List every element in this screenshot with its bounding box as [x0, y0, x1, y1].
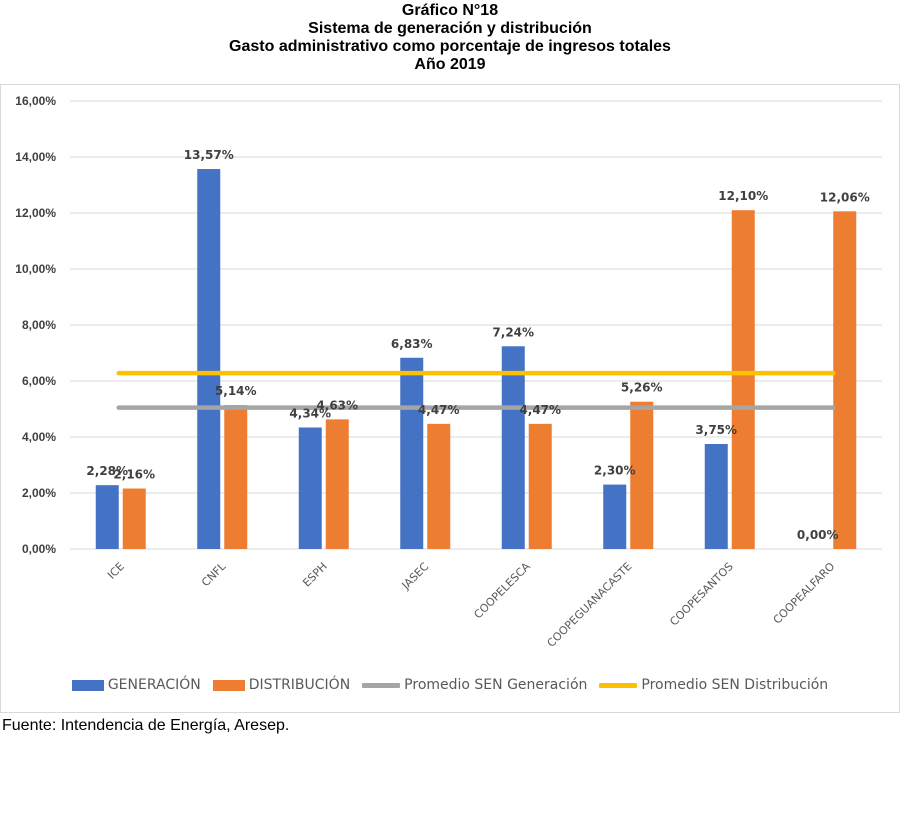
bar-generacion	[298, 427, 322, 549]
data-label-generacion: 0,00%	[797, 528, 839, 542]
data-label-generacion: 6,83%	[391, 337, 433, 351]
chart-title-block: Gráfico N°18 Sistema de generación y dis…	[0, 2, 900, 74]
data-label-distribucion: 5,14%	[215, 384, 257, 398]
data-label-distribucion: 4,47%	[519, 403, 561, 417]
data-label-distribucion: 4,47%	[418, 403, 460, 417]
x-tick-label: COOPEALFARO	[771, 560, 838, 627]
data-label-generacion: 2,30%	[594, 464, 636, 478]
gridlines	[70, 100, 882, 550]
data-label-distribucion: 2,16%	[113, 468, 155, 482]
y-tick-label: 0,00%	[22, 542, 56, 556]
data-label-generacion: 7,24%	[492, 325, 534, 339]
x-tick-label: COOPELESCA	[471, 560, 533, 622]
bar-distribucion	[224, 405, 248, 549]
bar-distribucion	[528, 423, 552, 549]
data-labels: 2,28% 13,57% 4,34% 6,83% 7,24% 2,30% 3,75% 0,00…	[86, 148, 869, 542]
data-label-distribucion: 12,10%	[718, 189, 768, 203]
bar-generacion	[501, 346, 525, 549]
chart-title-line-4: Año 2019	[414, 56, 486, 73]
y-tick-label: 6,00%	[22, 374, 56, 388]
legend-label-promedio-generacion: Promedio SEN Generación	[404, 677, 588, 693]
legend-label-generacion: GENERACIÓN	[107, 677, 201, 693]
legend-item-distribucion: DISTRIBUCIÓN	[212, 677, 351, 693]
bar-generacion	[704, 444, 728, 549]
bar-generacion	[197, 169, 221, 550]
chart-legend: GENERACIÓN DISTRIBUCIÓN Promedio SEN Gen…	[0, 677, 900, 693]
bar-distribucion	[833, 211, 857, 549]
y-tick-label: 8,00%	[22, 318, 56, 332]
data-label-generacion: 2,28%	[86, 464, 128, 478]
chart-title-line-2: Sistema de generación y distribución	[308, 20, 592, 37]
data-label-generacion: 3,75%	[695, 423, 737, 437]
bar-distribucion	[427, 423, 451, 549]
y-tick-label: 2,00%	[22, 486, 56, 500]
bar-generacion	[95, 485, 119, 549]
legend-item-promedio-distribucion: Promedio SEN Distribución	[599, 677, 828, 693]
y-tick-label: 14,00%	[15, 150, 56, 164]
y-axis-ticks: 0,00% 2,00% 4,00% 6,00% 8,00% 10,00% 12,00% 14,…	[15, 94, 56, 556]
legend-item-promedio-generacion: Promedio SEN Generación	[362, 677, 587, 693]
y-tick-label: 10,00%	[15, 262, 56, 276]
bar-generacion	[603, 484, 627, 549]
bar-distribucion	[731, 210, 755, 549]
legend-swatch-distribucion	[212, 679, 245, 691]
bars	[95, 169, 857, 550]
x-tick-label: JASEC	[399, 560, 432, 593]
chart-frame	[0, 84, 900, 713]
legend-swatch-generacion	[71, 679, 104, 691]
y-tick-label: 12,00%	[15, 206, 56, 220]
data-label-generacion: 13,57%	[184, 148, 234, 162]
bar-distribucion	[325, 419, 349, 549]
x-tick-label: COOPEGUANACASTE	[544, 560, 634, 650]
x-tick-label: ICE	[105, 560, 127, 582]
bar-generacion	[400, 357, 424, 549]
data-label-distribucion: 4,63%	[316, 398, 358, 412]
y-tick-label: 4,00%	[22, 430, 56, 444]
bar-distribucion	[630, 401, 654, 549]
data-label-distribucion: 12,06%	[820, 190, 870, 204]
legend-item-generacion: GENERACIÓN	[71, 677, 201, 693]
chart-title-line-3: Gasto administrativo como porcentaje de …	[229, 38, 671, 55]
x-tick-label: COOPESANTOS	[667, 560, 736, 629]
average-lines	[116, 370, 836, 410]
legend-label-promedio-distribucion: Promedio SEN Distribución	[641, 677, 829, 693]
bar-distribucion	[122, 488, 146, 549]
legend-swatch-promedio-generacion	[362, 682, 401, 688]
source-note: Fuente: Intendencia de Energía, Aresep.	[2, 717, 290, 734]
data-label-generacion: 4,34%	[289, 406, 331, 420]
x-tick-label: CNFL	[199, 559, 229, 589]
y-tick-label: 16,00%	[15, 94, 56, 108]
legend-swatch-promedio-distribucion	[599, 682, 638, 688]
data-label-distribucion: 5,26%	[621, 381, 663, 395]
x-axis-ticks: ICE CNFL ESPH JASEC COOPELESCA COOPEGUANACAST…	[105, 559, 838, 649]
x-tick-label: ESPH	[300, 560, 330, 590]
legend-label-distribucion: DISTRIBUCIÓN	[248, 677, 351, 693]
chart-title-line-1: Gráfico N°18	[401, 2, 499, 19]
